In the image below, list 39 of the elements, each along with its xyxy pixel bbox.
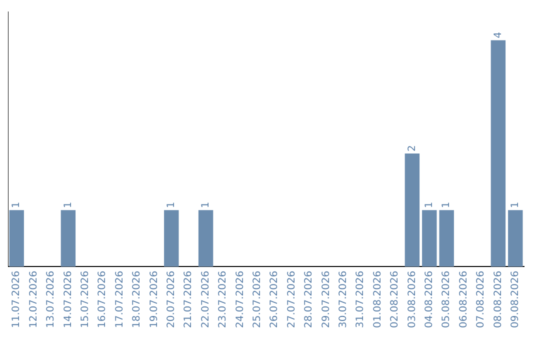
- x-tick-label: 23.07.2026: [218, 270, 229, 328]
- x-tick-label: 24.07.2026: [234, 270, 246, 328]
- x-tick-label: 20.07.2026: [166, 270, 177, 328]
- x-tick-label: 11.07.2026: [11, 270, 22, 328]
- x-tick-label: 22.07.2026: [200, 270, 212, 328]
- x-tick-label: 12.07.2026: [28, 270, 40, 328]
- x-tick-label: 26.07.2026: [269, 270, 280, 328]
- x-tick-label: 28.07.2026: [304, 270, 315, 328]
- x-tick-label: 31.07.2026: [355, 270, 366, 328]
- x-tick-label: 29.07.2026: [320, 270, 332, 328]
- data-label: 2: [406, 145, 418, 152]
- x-tick-label: 09.08.2026: [510, 270, 521, 328]
- data-label: 1: [200, 202, 212, 208]
- data-label: 1: [11, 202, 22, 208]
- x-tick-label: 02.08.2026: [390, 270, 401, 328]
- x-tick-label: 27.07.2026: [286, 270, 298, 328]
- x-tick-label: 13.07.2026: [46, 270, 57, 328]
- data-label: 1: [424, 202, 435, 208]
- data-label: 4: [492, 32, 504, 38]
- x-tick-label: 25.07.2026: [252, 270, 263, 328]
- x-tick-label: 04.08.2026: [424, 270, 435, 328]
- x-tick-label: 14.07.2026: [62, 270, 74, 328]
- x-tick-label: 15.07.2026: [80, 270, 91, 328]
- x-tick-label: 06.08.2026: [458, 270, 470, 328]
- data-label: 1: [62, 202, 74, 208]
- x-tick-label: 18.07.2026: [132, 270, 143, 328]
- x-tick-label: 08.08.2026: [492, 270, 504, 328]
- x-tick-label: 05.08.2026: [441, 270, 452, 328]
- data-label: 1: [166, 202, 177, 208]
- data-label: 1: [510, 202, 521, 208]
- x-tick-label: 30.07.2026: [338, 270, 349, 328]
- data-label: 1: [441, 202, 452, 208]
- x-tick-label: 03.08.2026: [406, 270, 418, 328]
- x-tick-label: 17.07.2026: [114, 270, 126, 328]
- x-tick-label: 07.08.2026: [476, 270, 487, 328]
- x-tick-label: 21.07.2026: [183, 270, 194, 328]
- x-tick-label: 16.07.2026: [97, 270, 108, 328]
- x-tick-label: 01.08.2026: [372, 270, 384, 328]
- x-tick-label: 19.07.2026: [148, 270, 160, 328]
